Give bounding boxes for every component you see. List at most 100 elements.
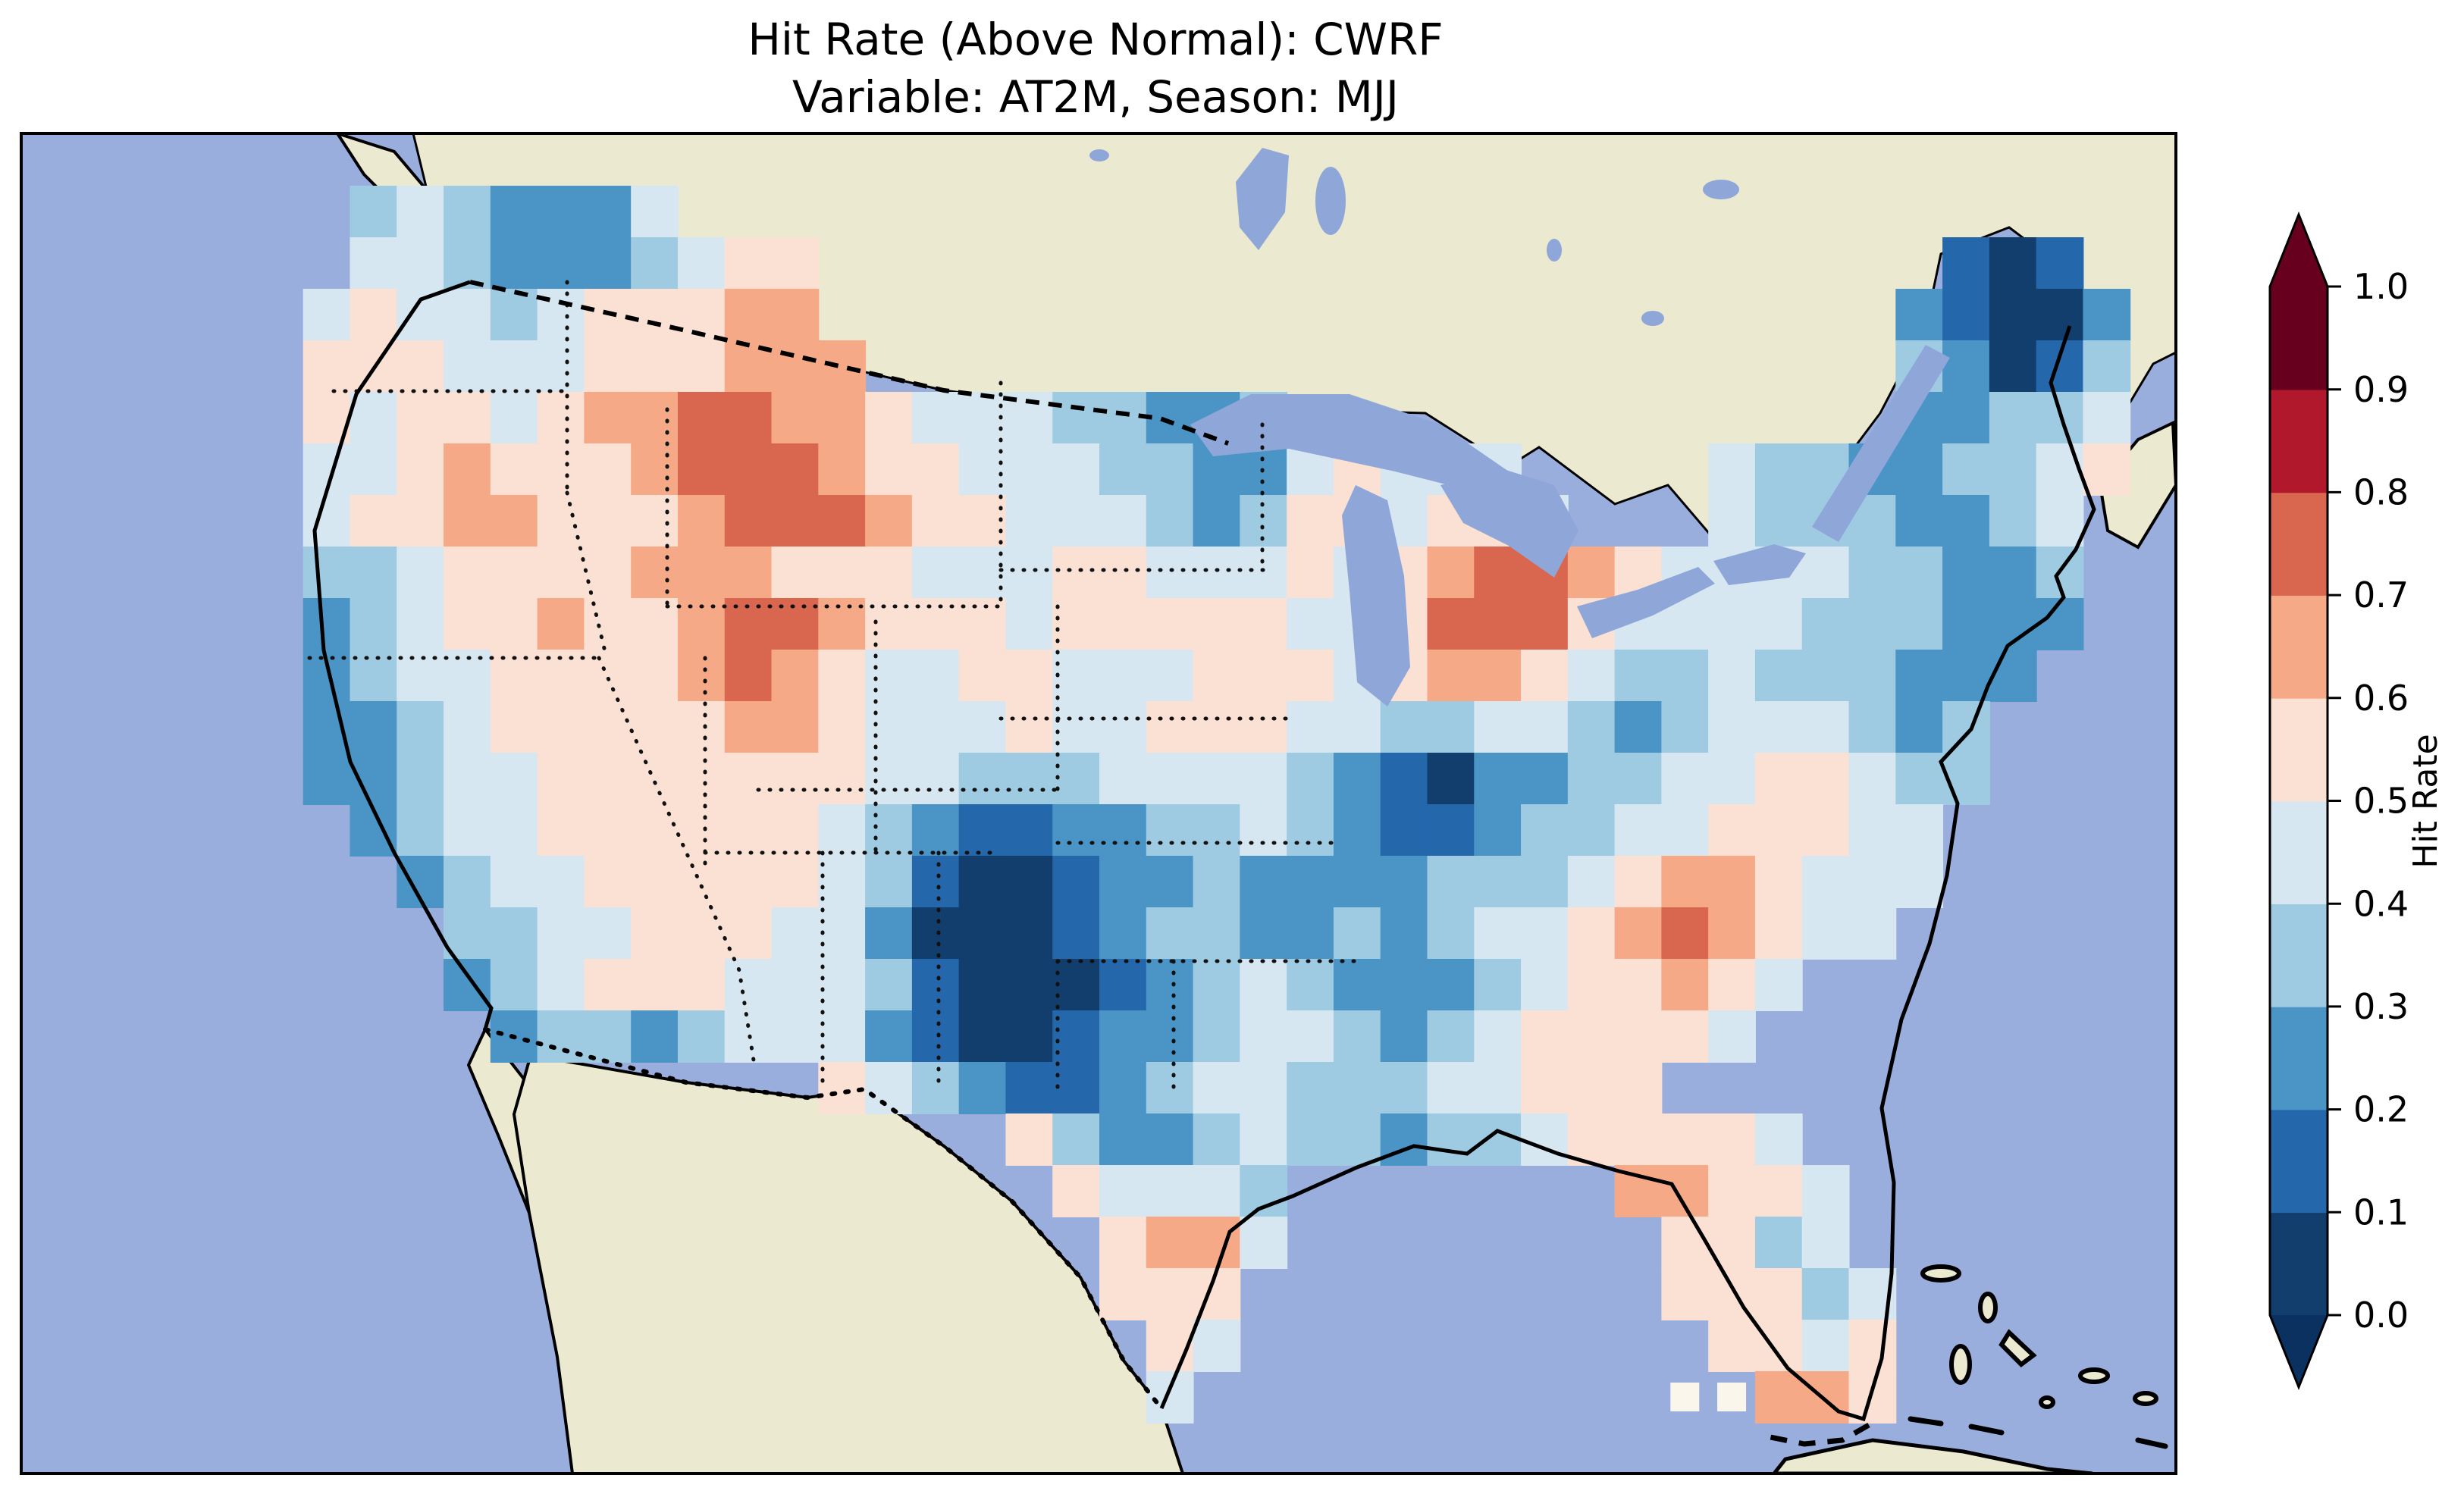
hit-rate-cell bbox=[1099, 392, 1147, 444]
hit-rate-cell bbox=[958, 856, 1007, 908]
hit-rate-cell bbox=[1474, 650, 1522, 702]
hit-rate-cell bbox=[1287, 1062, 1334, 1114]
colorbar-segment bbox=[2270, 1006, 2328, 1110]
hit-rate-cell bbox=[865, 495, 913, 547]
hit-rate-cell bbox=[677, 804, 726, 857]
hit-rate-cell bbox=[1895, 804, 1944, 857]
hit-rate-cell bbox=[771, 701, 820, 753]
hit-rate-cell bbox=[444, 495, 491, 547]
hit-rate-cell bbox=[1708, 1113, 1756, 1166]
hit-rate-cell bbox=[818, 959, 867, 1011]
hit-rate-cell bbox=[1146, 443, 1194, 496]
hit-rate-cell bbox=[1099, 959, 1147, 1011]
hit-rate-cell bbox=[1848, 856, 1897, 908]
hit-rate-cell bbox=[397, 289, 445, 341]
hit-rate-cell bbox=[958, 753, 1007, 805]
hit-rate-cell bbox=[1146, 1268, 1194, 1320]
hit-rate-cell bbox=[1099, 495, 1147, 547]
hit-rate-cell bbox=[1754, 1268, 1803, 1320]
hit-rate-cell bbox=[911, 443, 960, 496]
hit-rate-cell bbox=[1614, 650, 1663, 702]
hit-rate-cell bbox=[1942, 701, 1990, 753]
hit-rate-cell bbox=[958, 1010, 1007, 1063]
hit-rate-cell bbox=[1287, 804, 1334, 857]
hit-rate-cell bbox=[1895, 753, 1944, 805]
hit-rate-cell bbox=[1474, 804, 1522, 857]
hit-rate-cell bbox=[1848, 907, 1897, 960]
hit-rate-cell bbox=[1380, 1010, 1428, 1063]
hit-rate-cell bbox=[1005, 1010, 1054, 1063]
hit-rate-cell bbox=[911, 650, 960, 702]
hit-rate-cell bbox=[677, 495, 726, 547]
hit-rate-cell bbox=[724, 392, 773, 444]
hit-rate-cell bbox=[584, 753, 632, 805]
figure-title: Hit Rate (Above Normal): CWRF bbox=[748, 14, 1443, 65]
hit-rate-cell bbox=[1193, 907, 1241, 960]
hit-rate-cell bbox=[584, 443, 632, 496]
hit-rate-cell bbox=[1240, 959, 1288, 1011]
hit-rate-cell bbox=[1287, 547, 1334, 599]
hit-rate-cell bbox=[444, 547, 491, 599]
hit-rate-cell bbox=[1052, 804, 1100, 857]
hit-rate-cell bbox=[397, 804, 445, 857]
hit-rate-cell bbox=[490, 701, 538, 753]
hit-rate-cell bbox=[1380, 856, 1428, 908]
hit-rate-cell bbox=[771, 650, 820, 702]
hit-rate-cell bbox=[1895, 856, 1944, 908]
hit-rate-cell bbox=[1099, 598, 1147, 650]
hit-rate-cell bbox=[1474, 907, 1522, 960]
hit-rate-cell bbox=[1005, 1062, 1054, 1114]
hit-rate-cell bbox=[1801, 804, 1850, 857]
hit-rate-cell bbox=[1521, 1062, 1569, 1114]
hit-rate-cell bbox=[350, 495, 398, 547]
hit-rate-cell bbox=[1614, 1062, 1663, 1114]
colorbar-tick-label: 1.0 bbox=[2353, 266, 2409, 307]
hit-rate-cell bbox=[1005, 495, 1054, 547]
hit-rate-cell bbox=[1661, 1113, 1710, 1166]
hit-rate-cell bbox=[1521, 959, 1569, 1011]
lake-huron bbox=[1440, 468, 1578, 578]
hit-rate-cell bbox=[1567, 650, 1616, 702]
colorbar-tick-label: 0.5 bbox=[2353, 781, 2409, 822]
hit-rate-cell bbox=[865, 907, 913, 960]
hit-rate-cell bbox=[1521, 856, 1569, 908]
hit-rate-cell bbox=[1052, 959, 1100, 1011]
hit-rate-cell bbox=[818, 804, 867, 857]
colorbar-tick-label: 0.7 bbox=[2353, 575, 2409, 615]
hit-rate-cell bbox=[584, 340, 632, 393]
hit-rate-cell bbox=[958, 701, 1007, 753]
hit-rate-cell bbox=[631, 186, 679, 238]
hit-rate-cell bbox=[1474, 1113, 1522, 1166]
hit-rate-cell bbox=[1052, 701, 1100, 753]
hit-rate-cell bbox=[911, 495, 960, 547]
hit-rate-cell bbox=[677, 856, 726, 908]
hit-rate-cell bbox=[1848, 1371, 1897, 1424]
hit-rate-cell bbox=[1661, 959, 1710, 1011]
hit-rate-cell bbox=[490, 753, 538, 805]
hit-rate-cell bbox=[771, 907, 820, 960]
hit-rate-cell bbox=[865, 1062, 913, 1114]
hit-rate-cell bbox=[444, 237, 491, 290]
cuba-landmass bbox=[1771, 1438, 2093, 1474]
hit-rate-cell bbox=[1146, 753, 1194, 805]
hit-rate-cell bbox=[1989, 340, 2037, 393]
hit-rate-cell bbox=[1193, 804, 1241, 857]
hit-rate-cell bbox=[1708, 1320, 1756, 1372]
hit-rate-cell bbox=[1474, 547, 1522, 599]
hit-rate-cell bbox=[1099, 1217, 1147, 1269]
hit-rate-cell bbox=[1708, 701, 1756, 753]
colorbar-segment bbox=[2270, 697, 2328, 802]
hit-rate-cell bbox=[537, 907, 585, 960]
hit-rate-cell bbox=[1287, 753, 1334, 805]
hit-rate-cell bbox=[584, 495, 632, 547]
hit-rate-cell bbox=[818, 495, 867, 547]
hit-rate-cell bbox=[350, 701, 398, 753]
hit-rate-cell bbox=[1521, 753, 1569, 805]
cuban-cays bbox=[1908, 1416, 2168, 1449]
hit-rate-cell bbox=[1942, 237, 1990, 290]
hit-rate-cell bbox=[1614, 856, 1663, 908]
hit-rate-cell bbox=[631, 547, 679, 599]
canadian-lake bbox=[1547, 239, 1562, 262]
hit-rate-cell bbox=[1614, 959, 1663, 1011]
hit-rate-cell bbox=[1801, 907, 1850, 960]
